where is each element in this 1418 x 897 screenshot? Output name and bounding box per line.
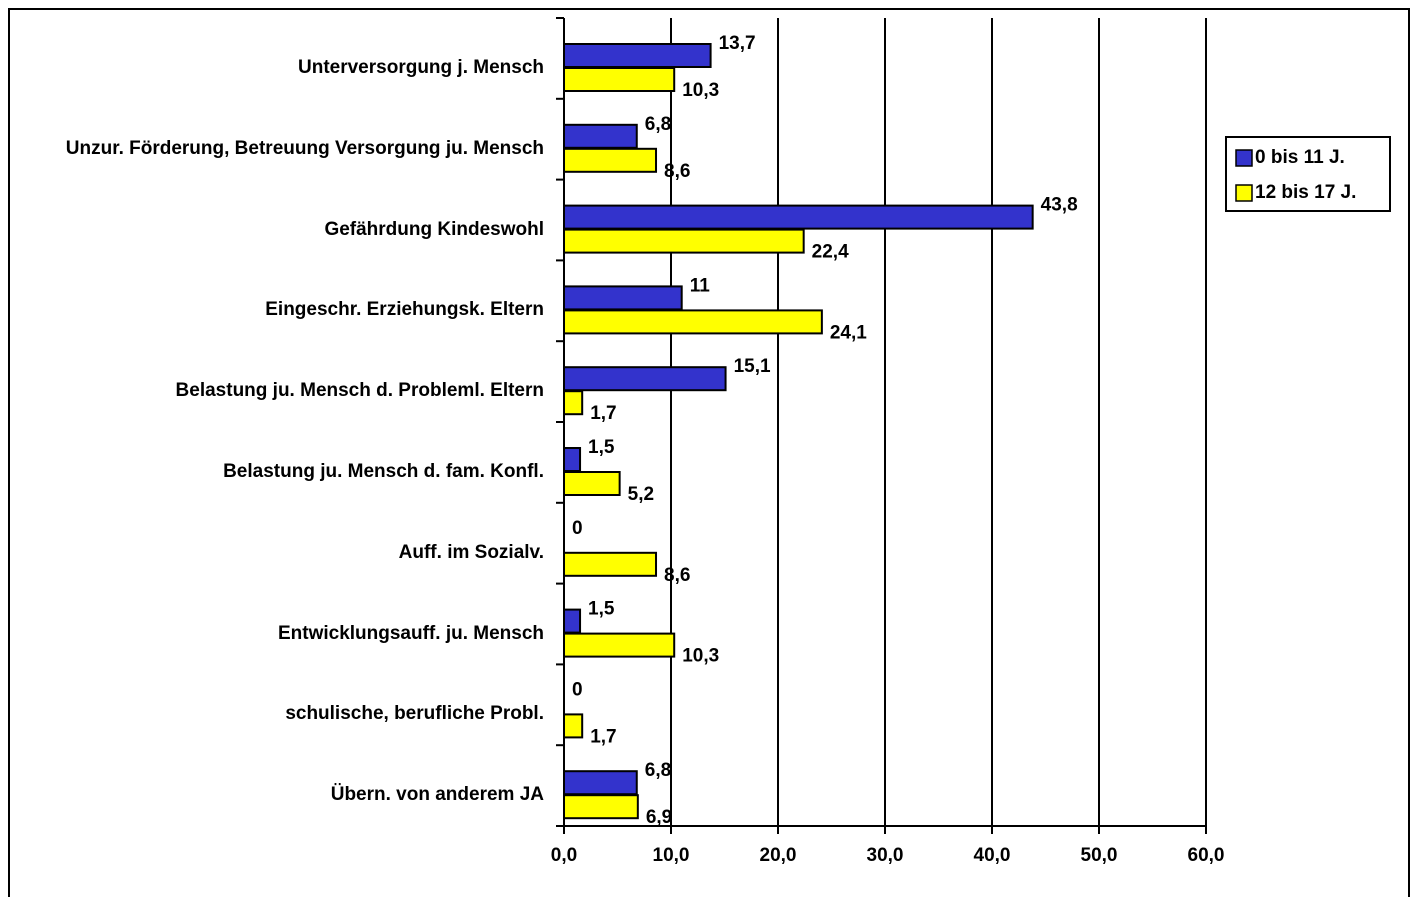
- legend-swatch: [1235, 184, 1253, 202]
- legend-label: 0 bis 11 J.: [1255, 147, 1345, 168]
- legend-box: [1225, 136, 1391, 212]
- y-tick-label: Belastung ju. Mensch d. fam. Konfl.: [223, 461, 544, 482]
- bar: [563, 447, 582, 472]
- value-label: 6,8: [645, 114, 671, 135]
- x-tick-label: 50,0: [1081, 845, 1118, 866]
- legend-label: 12 bis 17 J.: [1255, 182, 1356, 203]
- value-label: 6,8: [645, 760, 671, 781]
- value-label: 43,8: [1041, 195, 1078, 216]
- value-label: 10,3: [682, 646, 719, 667]
- x-tick-label: 10,0: [653, 845, 690, 866]
- y-tick-label: Eingeschr. Erziehungsk. Eltern: [265, 299, 544, 321]
- bar: [563, 390, 584, 416]
- value-label: 13,7: [719, 33, 756, 54]
- x-tick-label: 0,0: [551, 845, 577, 866]
- value-label: 11: [690, 275, 711, 296]
- bar: [563, 713, 584, 739]
- value-label: 1,7: [590, 403, 616, 424]
- value-label: 1,7: [590, 726, 616, 747]
- x-tick-label: 60,0: [1188, 845, 1225, 866]
- bar: [563, 366, 727, 392]
- bar: [563, 43, 712, 68]
- bar: [563, 608, 582, 634]
- value-label: 24,1: [830, 322, 867, 343]
- bar: [563, 770, 638, 796]
- value-label: 1,5: [588, 437, 615, 458]
- y-tick-label: Unzur. Förderung, Betreuung Versorgung j…: [65, 137, 544, 159]
- bar: [563, 309, 823, 335]
- bar: [563, 147, 658, 173]
- y-tick-label: Gefährdung Kindeswohl: [324, 218, 544, 240]
- bar: [563, 551, 658, 577]
- y-tick-label: schulische, berufliche Probl.: [285, 703, 544, 725]
- bar: [563, 632, 676, 658]
- bar: [563, 285, 683, 311]
- legend-swatch: [1235, 149, 1253, 167]
- x-tick-label: 30,0: [867, 845, 904, 866]
- x-tick-label: 40,0: [974, 845, 1011, 866]
- bar: [563, 471, 621, 496]
- y-tick-label: Unterversorgung j. Mensch: [298, 57, 544, 78]
- y-tick-label: Entwicklungsauff. ju. Mensch: [277, 622, 544, 644]
- y-tick-label: Übern. von anderem JA: [330, 784, 544, 806]
- value-label: 15,1: [734, 356, 771, 377]
- bar: [563, 204, 1034, 230]
- y-tick-label: Belastung ju. Mensch d. Probleml. Eltern: [175, 380, 544, 402]
- value-label: 6,9: [646, 807, 672, 828]
- value-label: 0: [572, 679, 583, 700]
- frame: [8, 8, 1410, 897]
- bar: [563, 794, 639, 820]
- value-label: 8,6: [664, 565, 690, 586]
- value-label: 5,2: [628, 484, 654, 505]
- x-tick-label: 20,0: [760, 845, 797, 866]
- value-label: 22,4: [812, 242, 849, 263]
- value-label: 10,3: [682, 80, 719, 101]
- value-label: 8,6: [664, 161, 690, 182]
- bar: [563, 123, 638, 149]
- y-tick-label: Auff. im Sozialv.: [398, 541, 544, 563]
- value-label: 1,5: [588, 599, 615, 620]
- bar: [563, 228, 805, 254]
- value-label: 0: [572, 518, 583, 539]
- bar: [563, 67, 676, 92]
